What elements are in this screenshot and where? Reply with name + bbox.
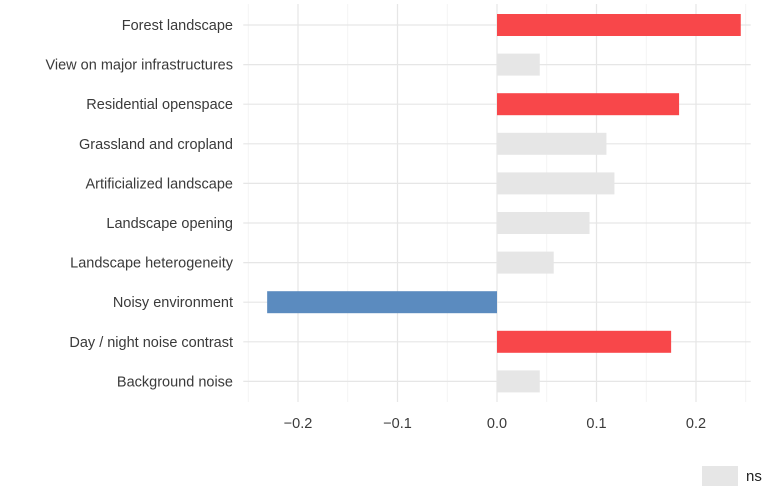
category-label: Background noise xyxy=(117,374,233,390)
bar-landscape-opening xyxy=(497,212,590,234)
bar-residential-openspace xyxy=(497,93,680,116)
x-tick-label: 0.0 xyxy=(487,416,507,432)
category-labels: Forest landscape View on major infrastruc… xyxy=(45,18,233,390)
x-tick-label: −0.1 xyxy=(383,416,412,432)
bar-view-on-major-infrastructures xyxy=(497,53,540,76)
x-axis-tick-labels: −0.2 −0.1 0.0 0.1 0.2 xyxy=(284,416,706,432)
x-tick-label: 0.2 xyxy=(686,416,706,432)
category-label: Landscape heterogeneity xyxy=(70,256,234,272)
bars xyxy=(267,14,741,393)
category-label: Landscape opening xyxy=(106,216,233,232)
category-label: Forest landscape xyxy=(122,18,233,34)
bar-landscape-heterogeneity xyxy=(497,251,554,274)
category-label: Grassland and cropland xyxy=(79,137,233,153)
bar-forest-landscape xyxy=(497,14,741,36)
bar-noisy-environment xyxy=(267,291,497,314)
category-label: View on major infrastructures xyxy=(45,58,233,74)
legend-swatch-ns xyxy=(702,466,738,486)
bar-background-noise xyxy=(497,370,540,393)
category-label: Day / night noise contrast xyxy=(69,335,233,351)
bar-artificialized-landscape xyxy=(497,172,615,195)
category-label: Artificialized landscape xyxy=(86,176,234,192)
legend: ns xyxy=(702,466,762,486)
bar-grassland-and-cropland xyxy=(497,132,607,155)
x-tick-label: −0.2 xyxy=(284,416,313,432)
category-label: Residential openspace xyxy=(86,97,233,113)
category-label: Noisy environment xyxy=(113,295,233,311)
legend-label-ns: ns xyxy=(746,468,762,485)
x-tick-label: 0.1 xyxy=(586,416,606,432)
bar-day-night-noise-contrast xyxy=(497,330,672,353)
